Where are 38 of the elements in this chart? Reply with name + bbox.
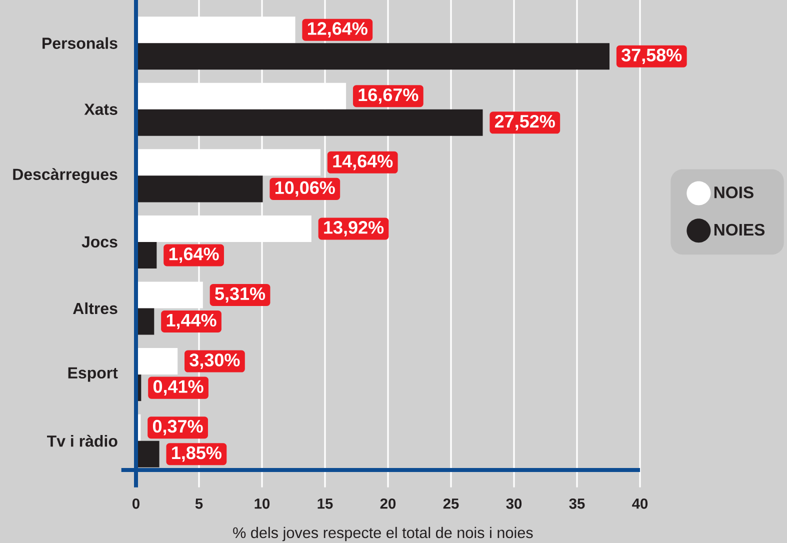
data-label: 0,41% <box>153 380 204 396</box>
y-tick-label: Altres <box>73 302 118 314</box>
data-label: 37,58% <box>622 48 682 64</box>
data-label: 10,06% <box>275 181 335 197</box>
y-tick-label: Esport <box>68 367 118 382</box>
y-tick-label: Xats <box>84 104 118 115</box>
x-tick-label: 15 <box>318 498 333 509</box>
y-tick-label: Personals <box>42 37 118 49</box>
data-label: 1,85% <box>172 446 222 462</box>
data-label: 13,92% <box>324 221 384 236</box>
y-tick-label: Descàrregues <box>13 168 118 184</box>
bar <box>136 176 263 202</box>
y-tick-label: Jocs <box>82 236 118 248</box>
data-label: 1,64% <box>169 248 219 263</box>
x-tick-label: 5 <box>195 498 203 509</box>
y-tick-label: Tv i ràdio <box>47 434 118 447</box>
data-label: 16,67% <box>358 88 418 104</box>
x-tick-label: 10 <box>254 498 270 509</box>
legend-label: NOIS <box>714 186 754 198</box>
x-tick-label: 40 <box>632 498 648 509</box>
data-label: 1,44% <box>166 314 216 330</box>
bar <box>136 109 483 136</box>
data-label: 14,64% <box>333 154 393 170</box>
bar <box>136 348 178 375</box>
x-tick-label: 25 <box>443 498 459 509</box>
x-tick-label: 30 <box>506 498 522 509</box>
data-label: 0,37% <box>152 420 203 436</box>
data-label: 12,64% <box>308 22 368 38</box>
bar <box>136 440 160 468</box>
x-axis-title: % dels joves respecte el total de nois i noies <box>233 526 533 542</box>
x-tick-label: 35 <box>569 498 585 509</box>
x-tick-label: 0 <box>132 498 140 509</box>
data-label: 5,31% <box>215 287 266 303</box>
bar <box>136 43 610 70</box>
legend-label: NOIES <box>714 224 765 236</box>
x-tick-label: 20 <box>380 498 396 509</box>
data-label: 27,52% <box>494 114 555 130</box>
data-label: 3,30% <box>190 354 240 369</box>
